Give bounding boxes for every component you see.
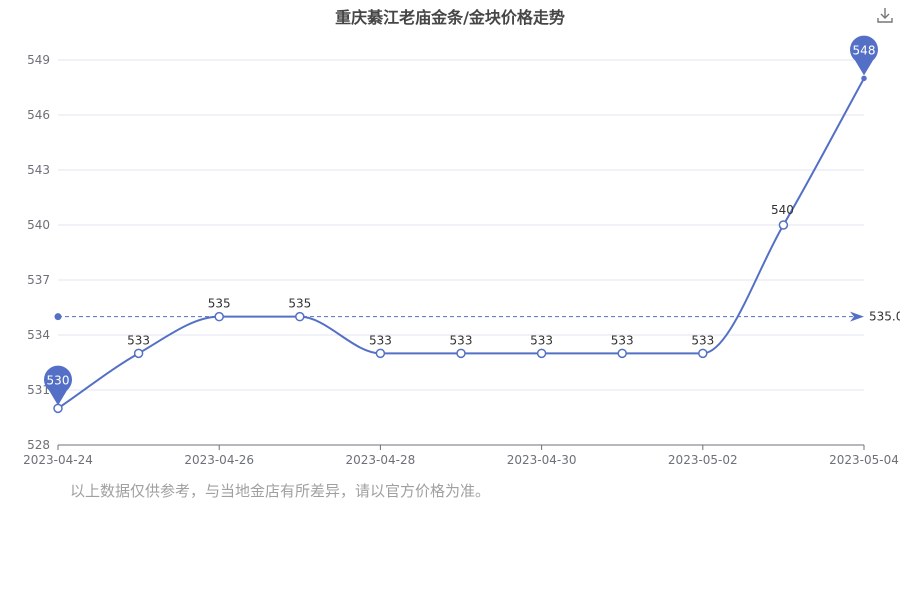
average-line-start [54,313,62,321]
y-tick-label: 531 [27,383,50,397]
y-tick-label: 546 [27,108,50,122]
x-tick-label: 2023-05-02 [668,453,738,467]
data-label: 533 [691,333,714,347]
min-marker-pin [44,365,73,406]
data-point [617,348,627,359]
y-tick-label: 534 [27,328,50,342]
min-marker-label: 530 [47,373,70,387]
x-tick-label: 2023-04-30 [507,453,577,467]
x-tick-label: 2023-04-28 [346,453,416,467]
y-tick-label: 528 [27,438,50,452]
y-tick-label: 537 [27,273,50,287]
x-tick-label: 2023-04-26 [184,453,254,467]
chart-title: 重庆綦江老庙金条/金块价格走势 [335,8,565,27]
data-point [214,311,224,322]
data-label: 533 [127,333,150,347]
data-point [536,348,547,359]
average-line-label: 535.0 [869,310,900,324]
data-point [778,220,789,230]
data-point [295,311,305,322]
data-label: 533 [369,333,392,347]
data-point [456,348,466,359]
data-label: 535 [288,297,311,311]
average-line-arrow [850,311,864,322]
max-marker-pin [850,35,879,76]
x-tick-label: 2023-05-04 [829,453,899,467]
footnote: 以上数据仅供参考，与当地金店有所差异，请以官方价格为准。 [70,482,491,500]
download-icon[interactable] [876,6,894,24]
x-tick-label: 2023-04-24 [23,453,93,467]
data-point [375,348,386,359]
data-label: 533 [450,333,473,347]
series-line [57,77,865,410]
data-point [698,348,708,359]
data-label: 535 [208,297,231,311]
data-label: 540 [771,203,794,217]
data-point [53,403,63,414]
y-tick-label: 549 [27,53,50,67]
data-label: 533 [611,333,634,347]
data-point [861,75,867,82]
data-point [133,348,144,359]
data-label: 533 [530,333,553,347]
y-tick-label: 543 [27,163,50,177]
y-tick-label: 540 [27,218,50,232]
max-marker-label: 548 [853,43,876,57]
